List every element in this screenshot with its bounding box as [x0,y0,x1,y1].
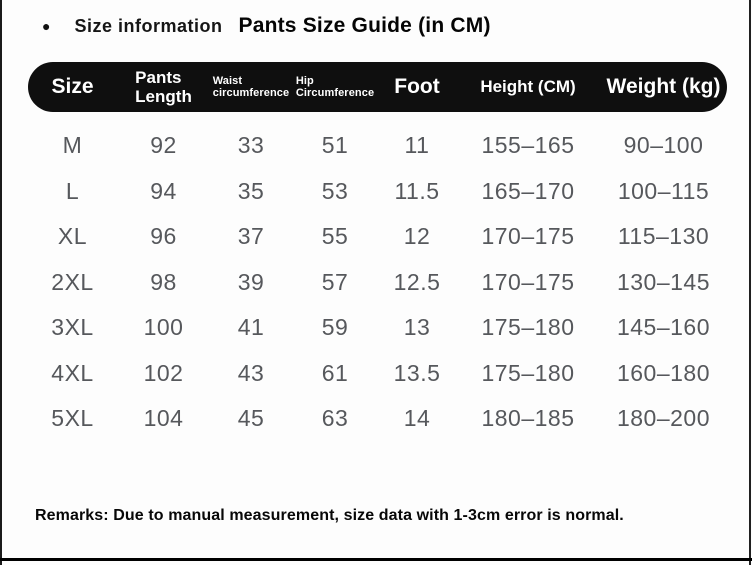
cell-weight: 90–100 [623,132,704,159]
cell-hip: 55 [321,223,349,250]
bullet-icon: ● [42,18,51,34]
cell-foot: 13.5 [393,359,441,386]
column-header-size: Size [51,75,94,98]
cell-foot: 12.5 [393,268,441,295]
column-header-hip-line2: Circumference [295,87,375,99]
cell-waist: 45 [237,405,265,432]
column-header-waist-line2: circumference [212,87,290,99]
cell-pants-length: 94 [150,177,177,204]
table-row-l: L 94 35 53 11.5 165–170 100–115 [28,169,727,215]
cell-hip: 59 [321,314,349,341]
cell-size: 4XL [51,359,94,386]
page-title: Pants Size Guide (in CM) [238,14,491,37]
cell-waist: 43 [237,359,265,386]
table-row-3xl: 3XL 100 41 59 13 175–180 145–160 [28,305,727,351]
cell-pants-length: 96 [150,223,177,250]
column-header-waist-line1: Waist [212,74,243,87]
heading-row: ● Size information Pants Size Guide (in … [42,14,732,38]
table-body: M 92 33 51 11 155–165 90–100 L 94 35 53 … [28,123,727,442]
table-header-bar: Size Pants Length Waist circumference Hi… [28,62,727,112]
column-header-foot: Foot [394,75,440,98]
cell-pants-length: 102 [143,359,184,386]
cell-height: 175–180 [481,314,575,341]
cell-waist: 37 [237,223,265,250]
cell-foot: 12 [403,223,431,250]
cell-waist: 41 [237,314,265,341]
cell-size: 5XL [51,405,94,432]
cell-hip: 63 [321,405,349,432]
cell-waist: 33 [237,132,265,159]
column-header-weight: Weight (kg) [606,75,721,98]
cell-weight: 115–130 [617,223,710,250]
left-border-line [0,0,2,565]
cell-size: L [65,177,80,204]
cell-size: M [62,132,83,159]
cell-hip: 61 [321,359,349,386]
cell-pants-length: 92 [150,132,177,159]
column-header-waist: Waist circumference [210,75,292,100]
cell-height: 180–185 [481,405,575,432]
remarks-text: Remarks: Due to manual measurement, size… [35,507,624,524]
cell-weight: 160–180 [616,359,711,386]
column-header-hip-line1: Hip [295,74,314,87]
cell-pants-length: 100 [143,314,184,341]
section-label: Size information [74,15,223,36]
size-table: Size Pants Length Waist circumference Hi… [28,62,727,442]
cell-height: 175–180 [481,359,575,386]
table-row-5xl: 5XL 104 45 63 14 180–185 180–200 [28,396,727,442]
cell-foot: 14 [403,405,431,432]
right-border-line [749,0,751,565]
column-header-hip: Hip Circumference [292,75,378,100]
cell-hip: 57 [321,268,349,295]
cell-size: 2XL [51,268,94,295]
cell-height: 170–175 [481,268,575,295]
cell-weight: 130–145 [616,268,711,295]
cell-weight: 100–115 [617,177,710,204]
cell-height: 155–165 [481,132,575,159]
bottom-divider-bar [0,557,752,561]
cell-foot: 13 [403,314,431,341]
cell-foot: 11 [404,132,430,159]
cell-height: 165–170 [481,177,575,204]
cell-weight: 145–160 [616,314,711,341]
cell-weight: 180–200 [616,405,711,432]
column-header-pants-length: Pants Length [117,68,210,106]
table-row-2xl: 2XL 98 39 57 12.5 170–175 130–145 [28,260,727,306]
cell-size: XL [57,223,88,250]
table-row-m: M 92 33 51 11 155–165 90–100 [28,123,727,169]
cell-waist: 39 [237,268,265,295]
cell-pants-length: 98 [150,268,177,295]
cell-size: 3XL [51,314,94,341]
cell-pants-length: 104 [143,405,184,432]
cell-hip: 53 [321,177,349,204]
column-header-pants-length-line1: Pants [135,67,182,87]
column-header-height: Height (CM) [480,77,576,96]
table-row-xl: XL 96 37 55 12 170–175 115–130 [28,214,727,260]
table-row-4xl: 4XL 102 43 61 13.5 175–180 160–180 [28,351,727,397]
cell-waist: 35 [237,177,265,204]
column-header-pants-length-line2: Length [135,87,192,106]
cell-foot: 11.5 [394,177,440,204]
cell-hip: 51 [321,132,349,159]
cell-height: 170–175 [481,223,575,250]
